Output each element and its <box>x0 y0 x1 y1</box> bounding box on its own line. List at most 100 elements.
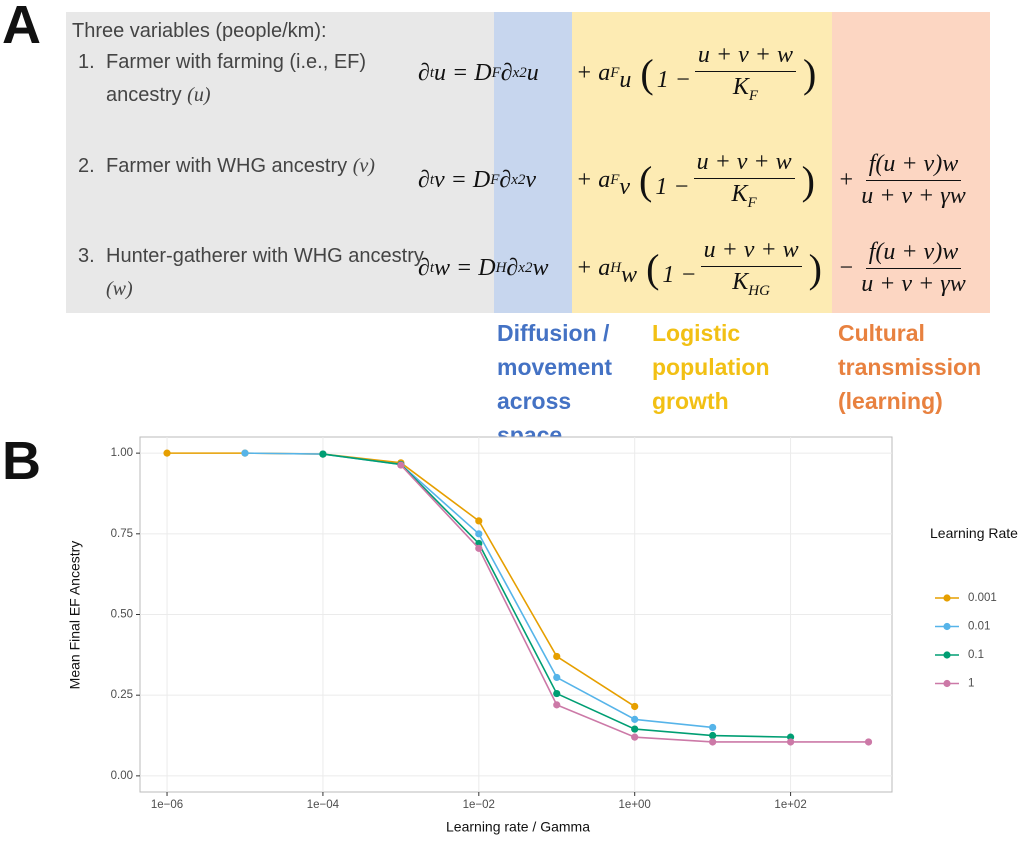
fraction: f(u + v)w u + v + γw <box>858 151 969 210</box>
y-tick-label: 0.50 <box>111 609 133 621</box>
data-point <box>553 673 561 682</box>
item-number: 3. <box>78 245 95 267</box>
diffusion-term: ∂ t u = D F ∂ x 2 u <box>418 43 539 103</box>
close-paren: ) <box>801 157 815 203</box>
numerator: u + v + w <box>694 42 796 72</box>
numerator: u + v + w <box>700 237 802 267</box>
fraction: u + v + w KF <box>693 149 795 212</box>
x-axis-title: Learning rate / Gamma <box>446 819 590 835</box>
item-variable: (u) <box>187 84 211 106</box>
column-label: Cultural transmission (learning) <box>838 320 982 414</box>
fraction: f(u + v)w u + v + γw <box>858 239 969 298</box>
chart: Learning rate / Gamma Mean Final EF Ance… <box>67 436 997 835</box>
math-text: x <box>518 259 525 276</box>
math-text: ∂ <box>499 166 512 193</box>
math-text: ∂ <box>418 254 430 281</box>
diffusion-column <box>494 12 572 313</box>
y-tick-label: 0.00 <box>111 770 133 782</box>
variable-item: 1. Farmer with farming (i.e., EF) ancestr… <box>78 46 436 112</box>
x-tick-label: 1e−02 <box>463 799 495 811</box>
legend-title: Learning Rate <box>930 525 1018 541</box>
math-text: x <box>511 171 518 188</box>
item-variable: (v) <box>352 155 375 177</box>
math-text: H <box>495 259 507 276</box>
fraction: u + v + w KF <box>694 42 796 105</box>
math-text: w <box>532 254 549 281</box>
math-text: v = D <box>434 166 491 193</box>
math-text: w = D <box>434 254 496 281</box>
math-text: − <box>838 254 855 281</box>
math-text: + a <box>576 59 611 86</box>
item-number: 2. <box>78 155 95 177</box>
y-tick-label: 1.00 <box>111 447 133 459</box>
math-text: F <box>747 194 757 211</box>
x-tick-label: 1e−06 <box>151 799 183 811</box>
math-text: + a <box>576 166 611 193</box>
math-text: ∂ <box>418 59 430 86</box>
math-text: K <box>732 268 749 295</box>
denominator: u + v + γw <box>861 182 966 209</box>
legend-label: 0.1 <box>968 649 984 661</box>
x-tick-label: 1e+00 <box>619 799 651 811</box>
math-text: ∂ <box>418 166 430 193</box>
data-point <box>631 702 639 711</box>
data-point <box>319 450 327 458</box>
heading: Three variables (people/km): <box>72 20 327 42</box>
legend-key <box>943 651 951 659</box>
column-label: Logistic population growth <box>652 320 770 414</box>
math-text: w (1 − <box>621 245 697 291</box>
denominator: u + v + γw <box>861 270 966 297</box>
cultural-column <box>832 12 990 313</box>
math-text: 2 <box>519 64 527 81</box>
denominator: KF <box>729 179 760 212</box>
math-text: + <box>838 166 855 193</box>
numerator: f(u + v)w <box>865 239 962 269</box>
panel-label: A <box>2 0 41 55</box>
close-paren: ) <box>808 245 822 291</box>
data-point <box>475 517 483 525</box>
math-text: v <box>525 166 537 193</box>
data-point <box>241 449 249 457</box>
math-text: t <box>429 171 435 188</box>
legend-label: 1 <box>968 678 974 690</box>
item-text: Farmer with WHG ancestry <box>106 155 348 177</box>
math-text: u (1 − <box>619 50 691 96</box>
legend-label: 0.01 <box>968 621 990 633</box>
math-text: K <box>732 73 749 100</box>
denominator: KHG <box>729 267 773 300</box>
data-point <box>553 689 561 698</box>
diffusion-term: ∂ t w = D H ∂ x 2 w <box>418 238 548 298</box>
panel-label: B <box>2 431 41 491</box>
math-text: u = D <box>434 59 492 86</box>
math-text: F <box>610 64 620 81</box>
math-text: x <box>512 64 520 81</box>
data-point <box>553 701 561 709</box>
data-point <box>631 725 639 733</box>
cultural-term: − f(u + v)w u + v + γw <box>838 238 973 298</box>
numerator: f(u + v)w <box>865 151 962 181</box>
fraction: u + v + w KHG <box>700 237 802 300</box>
data-point <box>631 733 639 741</box>
y-axis-title: Mean Final EF Ancestry <box>67 541 83 690</box>
math-text: u <box>526 59 539 86</box>
cultural-term: + f(u + v)w u + v + γw <box>838 150 973 210</box>
y-tick-label: 0.75 <box>111 528 133 540</box>
math-text: F <box>491 64 501 81</box>
legend-key <box>943 594 951 602</box>
math-text: t <box>429 64 435 81</box>
math-text: ∂ <box>500 59 513 86</box>
legend-key <box>943 622 951 631</box>
data-point <box>475 530 483 538</box>
data-point <box>864 738 873 746</box>
math-text: F <box>490 171 500 188</box>
data-point <box>163 449 171 457</box>
math-text: F <box>748 87 759 104</box>
numerator: u + v + w <box>693 149 795 179</box>
math-text: 2 <box>524 259 533 276</box>
legend-label: 0.001 <box>968 592 997 604</box>
math-text: v (1 − <box>619 157 690 203</box>
data-point <box>631 715 639 723</box>
